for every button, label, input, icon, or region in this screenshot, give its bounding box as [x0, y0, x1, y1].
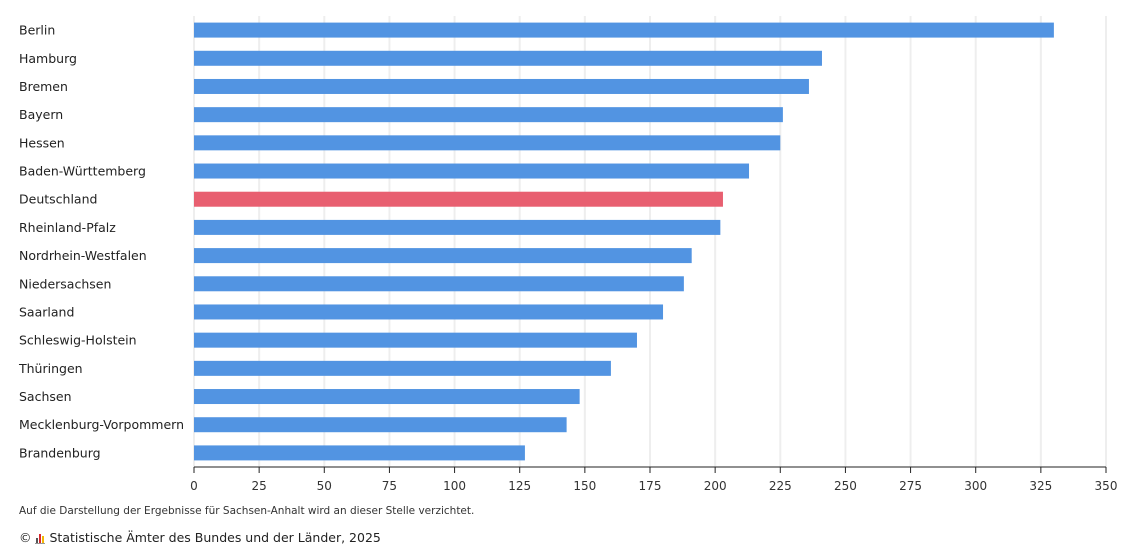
copyright-symbol: © [19, 530, 32, 545]
bar-sachsen [194, 389, 580, 405]
category-labels: Berlin Hamburg Bremen Bayern Hessen Baden-Wür… [18, 23, 184, 461]
x-tick-label: 225 [769, 479, 792, 493]
x-tick-label: 350 [1095, 479, 1118, 493]
x-tick-label: 50 [317, 479, 332, 493]
bar-schleswig-holstein [194, 332, 637, 348]
bar-baden-w-rttemberg [194, 163, 750, 179]
category-label: Nordrhein-Westfalen [19, 248, 147, 263]
x-tick-label: 200 [704, 479, 727, 493]
x-tick-label: 150 [573, 479, 596, 493]
x-tick-label: 75 [382, 479, 397, 493]
category-label: Deutschland [19, 192, 97, 207]
source-line: © Statistische Ämter des Bundes und der … [19, 530, 381, 545]
bar-saarland [194, 304, 664, 320]
bar-rheinland-pfalz [194, 219, 721, 235]
x-tick-label: 125 [508, 479, 531, 493]
bar-th-ringen [194, 360, 611, 376]
category-label: Saarland [19, 304, 74, 319]
bar-chart: Berlin Hamburg Bremen Bayern Hessen Baden-Wür… [18, 16, 1118, 493]
category-label: Niedersachsen [19, 276, 111, 291]
x-tick-label: 0 [190, 479, 198, 493]
category-label: Thüringen [18, 361, 83, 376]
bar-hamburg [194, 50, 822, 66]
category-label: Bremen [19, 79, 68, 94]
bars [194, 22, 1054, 461]
category-label: Bayern [19, 107, 63, 122]
bar-berlin [194, 22, 1054, 38]
bar-nordrhein-westfalen [194, 248, 692, 264]
x-tick-label: 275 [899, 479, 922, 493]
category-label: Hessen [19, 135, 65, 150]
x-tick-label: 175 [639, 479, 662, 493]
category-label: Mecklenburg-Vorpommern [19, 417, 184, 432]
bar-bremen [194, 78, 809, 94]
category-label: Rheinland-Pfalz [19, 220, 116, 235]
x-tick-label: 25 [252, 479, 267, 493]
footnote: Auf die Darstellung der Ergebnisse für S… [19, 505, 475, 517]
category-label: Baden-Württemberg [19, 164, 146, 179]
category-label: Schleswig-Holstein [19, 333, 137, 348]
bar-niedersachsen [194, 276, 684, 292]
category-label: Berlin [19, 23, 55, 38]
category-label: Brandenburg [19, 445, 101, 460]
category-label: Hamburg [19, 51, 77, 66]
x-tick-label: 325 [1029, 479, 1052, 493]
bar-bayern [194, 107, 783, 123]
source-text: Statistische Ämter des Bundes und der Lä… [49, 530, 381, 545]
destatis-logo-icon [34, 532, 45, 544]
x-tick-label: 250 [834, 479, 857, 493]
x-tick-label: 300 [964, 479, 987, 493]
category-label: Sachsen [19, 389, 72, 404]
x-tick-label: 100 [443, 479, 466, 493]
bar-hessen [194, 135, 781, 151]
bar-brandenburg [194, 445, 525, 461]
x-axis: 0 25 50 75 100 125 150 175 200 225 250 275 300 325 350 [190, 466, 1118, 493]
bar-deutschland [194, 191, 723, 207]
bar-mecklenburg-vorpommern [194, 417, 567, 433]
